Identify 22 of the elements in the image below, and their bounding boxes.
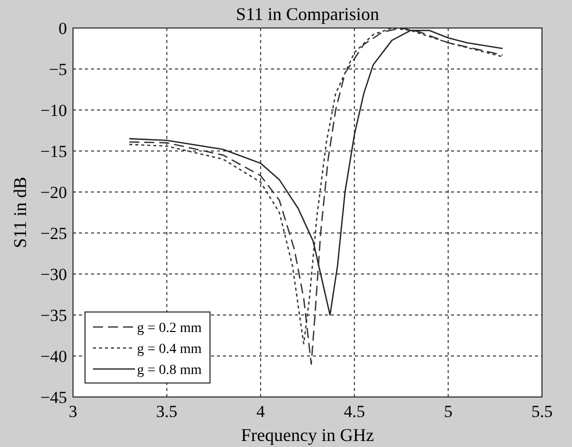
y-tick-label: −35 xyxy=(40,306,67,325)
chart-title: S11 in Comparision xyxy=(236,4,380,24)
y-tick-label: −45 xyxy=(40,388,67,407)
y-tick-label: −15 xyxy=(40,142,67,161)
x-tick-label: 3 xyxy=(68,402,78,421)
x-tick-label: 5 xyxy=(444,402,452,421)
legend-label: g = 0.2 mm xyxy=(137,321,202,336)
legend-label: g = 0.4 mm xyxy=(137,342,202,357)
y-tick-label: −25 xyxy=(40,224,67,243)
y-tick-label: −10 xyxy=(40,101,67,120)
x-axis-title: Frequency in GHz xyxy=(241,425,374,445)
y-axis-title: S11 in dB xyxy=(10,176,30,248)
y-tick-label: −20 xyxy=(40,183,67,202)
y-tick-label: −5 xyxy=(48,60,67,79)
x-tick-label: 5.5 xyxy=(531,402,553,421)
y-tick-label: −40 xyxy=(40,347,67,366)
x-tick-label: 3.5 xyxy=(156,402,178,421)
y-tick-label: −30 xyxy=(40,265,67,284)
y-tick-label: 0 xyxy=(58,19,67,38)
x-tick-label: 4.5 xyxy=(344,402,366,421)
legend-label: g = 0.8 mm xyxy=(137,363,202,378)
x-tick-label: 4 xyxy=(256,402,266,421)
